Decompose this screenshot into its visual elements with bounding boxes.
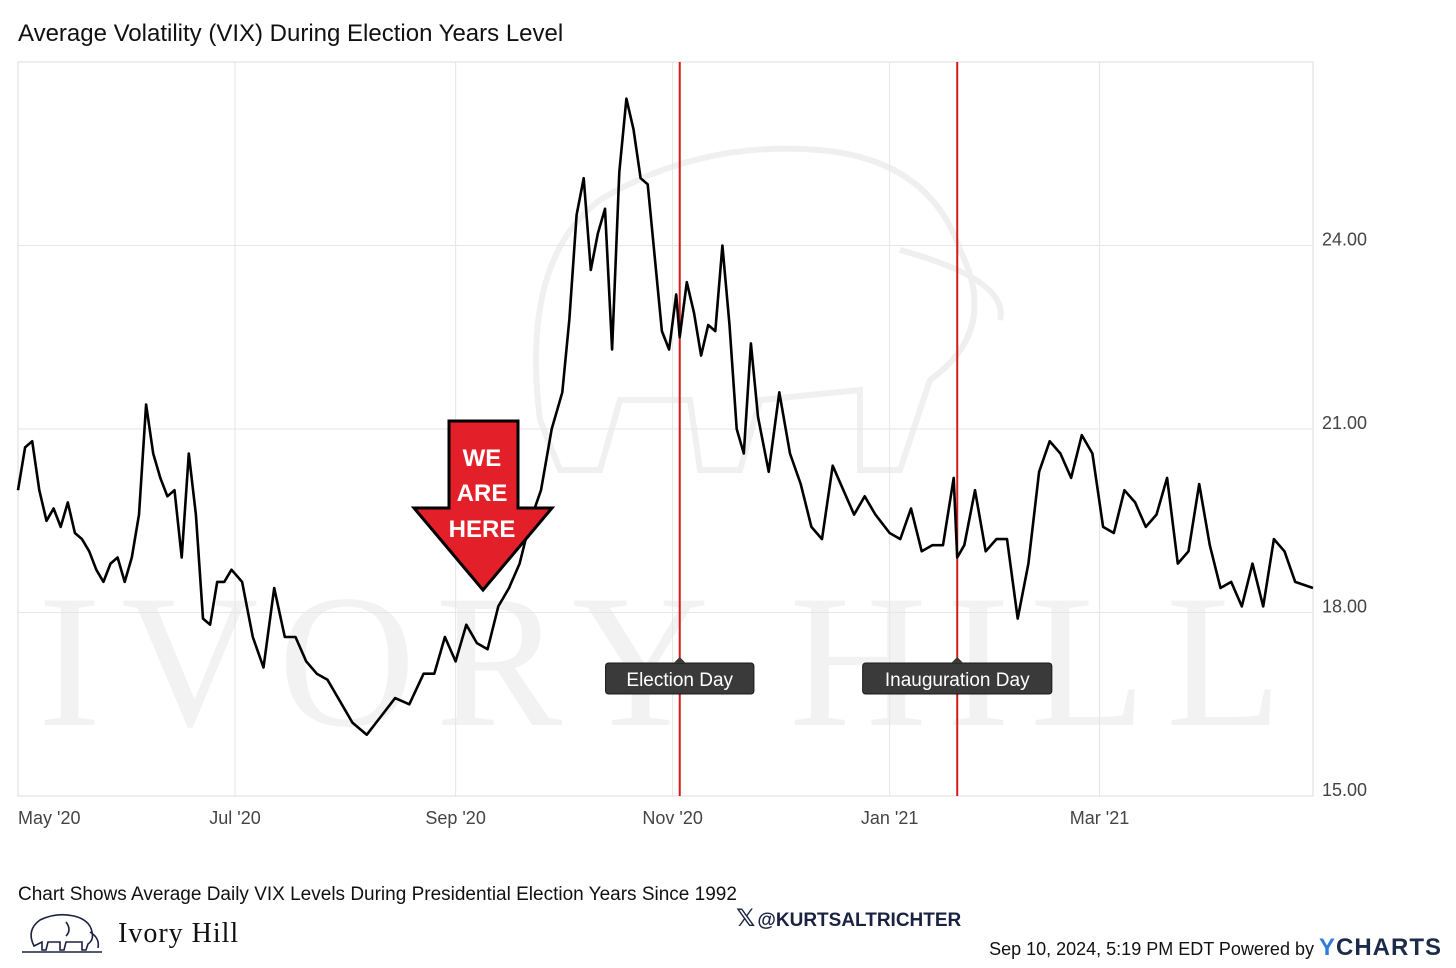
x-tick-label: May '20 — [18, 808, 80, 828]
ycharts-logo-y: Y — [1318, 934, 1336, 961]
arrow-shape — [410, 419, 556, 593]
x-tick-label: Jul '20 — [209, 808, 260, 828]
chart-caption: Chart Shows Average Daily VIX Levels Dur… — [18, 884, 737, 905]
y-tick-label: 21.00 — [1322, 413, 1367, 433]
arrow-line-3: HERE — [449, 516, 516, 543]
elephant-watermark-icon — [533, 145, 1004, 473]
event-label-text: Election Day — [626, 670, 733, 691]
x-tick-label: Nov '20 — [642, 808, 702, 828]
ycharts-logo: YCHARTS — [1319, 934, 1442, 961]
brand-name: Ivory Hill — [118, 918, 240, 949]
x-tick-label: Jan '21 — [861, 808, 918, 828]
chart-title: Average Volatility (VIX) During Election… — [18, 20, 564, 47]
y-tick-label: 24.00 — [1322, 230, 1367, 250]
event-label-pointer — [673, 657, 686, 663]
x-tick-label: Mar '21 — [1070, 808, 1129, 828]
y-tick-label: 18.00 — [1322, 597, 1367, 617]
arrow-line-2: ARE — [457, 480, 508, 507]
event-label: Election Day — [605, 657, 755, 695]
event-label: Inauguration Day — [862, 657, 1053, 695]
x-logo-icon: 𝕏 — [736, 905, 756, 932]
footer: Sep 10, 2024, 5:19 PM EDT Powered by YCH… — [989, 934, 1442, 962]
x-axis: May '20 Jul '20 Sep '20 Nov '20 Jan '21 Mar '… — [18, 808, 1129, 828]
event-label-text: Inauguration Day — [885, 670, 1030, 691]
arrow-line-1: WE — [463, 445, 502, 472]
watermark-text: IVORY HILL — [38, 557, 1302, 767]
social-handle-text: @KURTSALTRICHTER — [757, 910, 962, 931]
event-label-pointer — [951, 657, 964, 663]
event-annotations: Election Day Inauguration Day — [605, 657, 1053, 695]
y-tick-label: 15.00 — [1322, 780, 1367, 800]
social-handle: 𝕏 @KURTSALTRICHTER — [736, 904, 961, 933]
we-are-here-arrow: WE ARE HERE — [410, 419, 556, 593]
series-line — [16, 97, 1314, 737]
y-axis: 15.00 18.00 21.00 24.00 — [1322, 230, 1367, 801]
brand-logo: Ivory Hill — [20, 908, 290, 958]
ycharts-logo-rest: CHARTS — [1336, 934, 1442, 961]
powered-by: Powered by — [1218, 939, 1314, 959]
timestamp: Sep 10, 2024, 5:19 PM EDT — [989, 939, 1214, 959]
elephant-icon — [22, 913, 102, 953]
x-tick-label: Sep '20 — [425, 808, 486, 828]
plot-frame — [17, 61, 1314, 797]
